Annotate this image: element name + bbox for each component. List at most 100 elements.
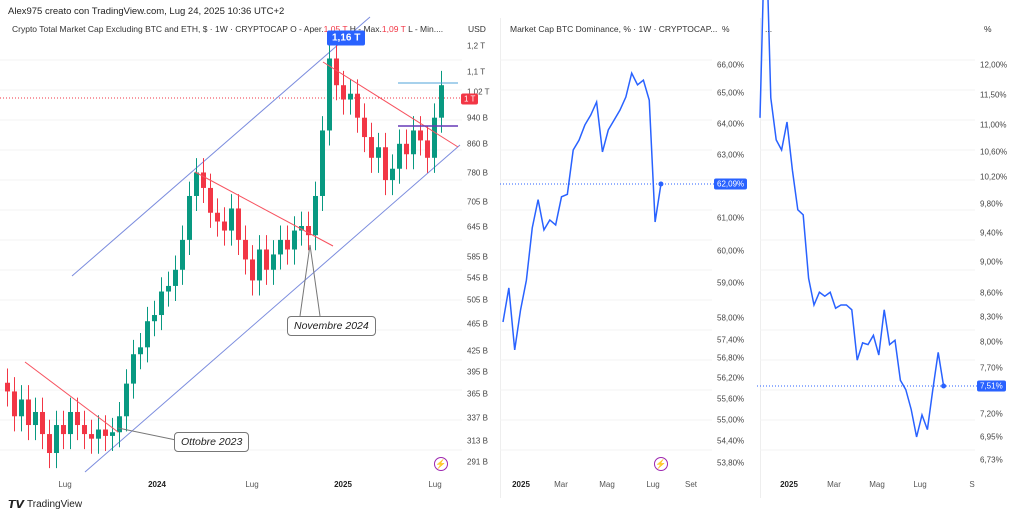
high-value: 1,09 T <box>381 24 406 34</box>
candle-body <box>432 117 437 158</box>
candle-body <box>397 143 402 169</box>
candle-body <box>201 172 206 188</box>
candle-body <box>180 239 185 270</box>
candle-body <box>187 195 192 240</box>
y-tick-label: 705 B <box>467 197 488 207</box>
candle-body <box>82 425 87 435</box>
candle-body <box>33 411 38 426</box>
y-tick-label: 6,73% <box>980 455 1003 465</box>
y-tick-label: 6,95% <box>980 432 1003 442</box>
candle-body <box>54 425 59 454</box>
annotation-pointer <box>299 244 311 317</box>
y-tick-label: 337 B <box>467 413 488 423</box>
candle-body <box>19 399 24 417</box>
y-tick-label: 63,00% <box>717 150 745 160</box>
candle-body <box>341 85 346 100</box>
candle-body <box>362 117 367 138</box>
right-unit: % <box>984 24 992 34</box>
candle-body <box>264 249 269 270</box>
candle-body <box>327 58 332 131</box>
candle-body <box>68 411 73 435</box>
candle-body <box>47 434 52 454</box>
y-tick-label: 64,00% <box>717 119 745 129</box>
left-unit: USD <box>468 24 486 34</box>
candle-body <box>138 347 143 355</box>
x-tick-label: S <box>969 480 975 489</box>
channel-upper-line <box>71 16 371 277</box>
candle-body <box>124 383 129 417</box>
y-tick-label: 58,00% <box>717 313 745 323</box>
credit-text: Alex975 creato con TradingView.com, Lug … <box>8 6 285 17</box>
candle-body <box>383 147 388 181</box>
btc-dominance-line <box>502 70 662 351</box>
candle-body <box>61 425 66 435</box>
left-chart-title: Crypto Total Market Cap Excluding BTC an… <box>12 24 443 34</box>
x-tick-label: Mar <box>554 480 568 489</box>
candle-body <box>271 254 276 270</box>
low-label: L - Min.... <box>405 24 444 34</box>
btc-dominance-badge: 62,09% <box>714 178 748 190</box>
candle-body <box>145 321 150 348</box>
y-tick-label: 7,20% <box>980 409 1003 419</box>
y-tick-label: 11,50% <box>980 90 1007 100</box>
y-tick-label: 365 B <box>467 389 488 399</box>
y-tick-label: 860 B <box>467 139 488 149</box>
candle-body <box>299 226 304 231</box>
y-tick-label: 55,00% <box>717 415 745 425</box>
candle-body <box>103 429 108 436</box>
x-tick-label: 2024 <box>148 480 166 489</box>
candle-body <box>236 208 241 240</box>
y-tick-label: 545 B <box>467 273 488 283</box>
candle-body <box>117 416 122 433</box>
candle-body <box>257 249 262 281</box>
peak-price-badge: 1,16 T <box>327 30 366 46</box>
candle-body <box>418 130 423 141</box>
candle-body <box>404 143 409 155</box>
y-tick-label: 780 B <box>467 168 488 178</box>
y-tick-label: 313 B <box>467 436 488 446</box>
annotation-novembre-2024[interactable]: Novembre 2024 <box>287 316 376 336</box>
y-tick-label: 60,00% <box>717 246 745 256</box>
open-value: 1,05 T <box>323 24 348 34</box>
last-value-dot <box>658 181 664 187</box>
candle-body <box>278 239 283 255</box>
annotation-pointer <box>309 244 321 317</box>
y-tick-label: 57,40% <box>717 335 745 345</box>
annotation-ottobre-2023[interactable]: Ottobre 2023 <box>174 432 250 452</box>
candle-body <box>5 382 10 392</box>
last-price-badge: 1 T <box>461 93 479 105</box>
y-tick-label: 8,60% <box>980 288 1003 298</box>
x-tick-label: Mag <box>599 480 615 489</box>
y-tick-label: 54,40% <box>717 436 745 446</box>
candle-body <box>40 411 45 435</box>
red-trendline <box>24 361 119 433</box>
candle-body <box>250 259 255 281</box>
last-value-dot <box>941 383 947 389</box>
red-trendline <box>322 61 459 148</box>
candle-body <box>292 230 297 250</box>
candle-body <box>222 221 227 231</box>
candle-body <box>166 285 171 292</box>
x-tick-label: Lug <box>646 480 660 489</box>
y-tick-label: 505 B <box>467 295 488 305</box>
candle-body <box>355 93 360 118</box>
y-tick-label: 61,00% <box>717 213 745 223</box>
x-tick-label: Lug <box>428 480 442 489</box>
candle-body <box>320 130 325 196</box>
right-chart-title: ... <box>765 24 773 34</box>
y-tick-label: 8,00% <box>980 337 1003 347</box>
y-tick-label: 425 B <box>467 346 488 356</box>
y-tick-label: 585 B <box>467 252 488 262</box>
lightning-event-icon[interactable]: ⚡ <box>654 457 668 471</box>
tradingview-logo[interactable]: 𝙏𝙑 TradingView <box>8 498 82 511</box>
candle-body <box>439 85 444 118</box>
lightning-event-icon[interactable]: ⚡ <box>434 457 448 471</box>
middle-chart-title: Market Cap BTC Dominance, % · 1W · CRYPT… <box>510 24 718 34</box>
candle-body <box>334 58 339 86</box>
x-tick-label: 2025 <box>780 480 798 489</box>
candle-body <box>369 137 374 158</box>
x-tick-label: Mar <box>827 480 841 489</box>
y-tick-label: 66,00% <box>717 60 745 70</box>
high-label: H - Max. <box>347 24 382 34</box>
